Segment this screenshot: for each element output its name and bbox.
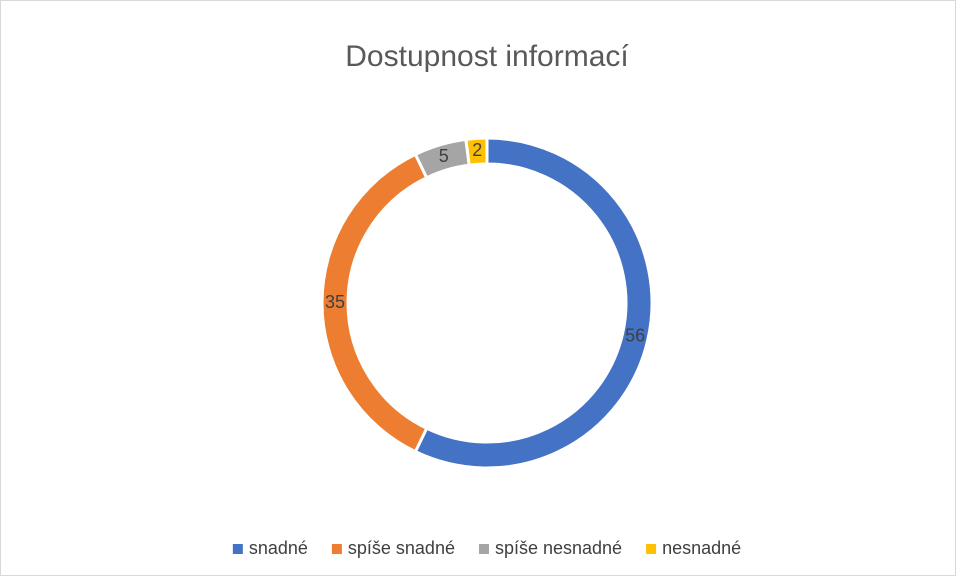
legend-label: nesnadné bbox=[662, 538, 741, 558]
donut-segment bbox=[413, 136, 654, 470]
legend-swatch bbox=[646, 544, 657, 554]
legend-swatch bbox=[232, 544, 243, 554]
data-label: 56 bbox=[625, 326, 645, 346]
data-label: 2 bbox=[472, 140, 482, 160]
legend-label: snadné bbox=[249, 538, 308, 558]
legend-label: spíše snadné bbox=[348, 538, 455, 558]
data-label: 5 bbox=[439, 146, 449, 166]
donut-segment bbox=[464, 136, 489, 167]
legend-label: spíše nesnadné bbox=[495, 538, 622, 558]
legend-swatch bbox=[478, 544, 489, 554]
legend-swatch bbox=[331, 544, 342, 554]
data-label: 35 bbox=[325, 292, 345, 312]
chart-title: Dostupnost informací bbox=[345, 40, 629, 73]
